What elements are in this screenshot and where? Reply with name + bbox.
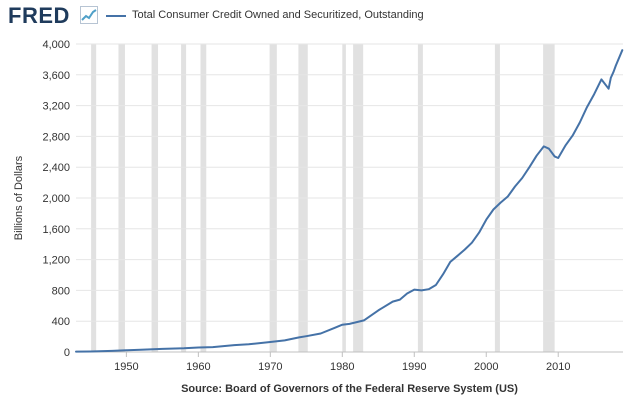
series-layer bbox=[75, 49, 624, 353]
fred-logo: FRED bbox=[8, 3, 70, 28]
x-tick-label: 2000 bbox=[474, 361, 498, 373]
y-tick-label: 3,200 bbox=[42, 101, 70, 113]
y-tick-label: 4,000 bbox=[42, 39, 70, 51]
x-tick-label: 1960 bbox=[186, 361, 210, 373]
y-tick-label: 3,600 bbox=[42, 70, 70, 82]
legend-label: Total Consumer Credit Owned and Securiti… bbox=[132, 9, 424, 21]
axes bbox=[76, 351, 623, 357]
y-tick-label: 0 bbox=[64, 347, 70, 359]
y-tick-label: 400 bbox=[52, 316, 70, 328]
x-tick-label: 1980 bbox=[330, 361, 354, 373]
y-tick-label: 2,400 bbox=[42, 162, 70, 174]
series-line bbox=[75, 49, 624, 353]
tick-labels: 0 400 800 1,200 1,600 2,000 2,400 2,800 3,200 3,6… bbox=[42, 39, 570, 373]
source-note: Source: Board of Governors of the Federa… bbox=[181, 383, 518, 395]
y-tick-label: 1,200 bbox=[42, 255, 70, 267]
x-tick-label: 1990 bbox=[402, 361, 426, 373]
y-tick-label: 2,800 bbox=[42, 131, 70, 143]
fred-graph-icon bbox=[80, 6, 98, 24]
y-tick-label: 2,000 bbox=[42, 193, 70, 205]
legend-swatch bbox=[106, 15, 126, 17]
x-tick-label: 1970 bbox=[258, 361, 282, 373]
y-axis-title: Billions of Dollars bbox=[13, 155, 25, 240]
x-tick-label: 1950 bbox=[114, 361, 138, 373]
chart-header: FRED Total Consumer Credit Owned and Sec… bbox=[0, 0, 640, 34]
y-tick-label: 1,600 bbox=[42, 224, 70, 236]
y-tick-label: 800 bbox=[52, 285, 70, 297]
x-tick-label: 2010 bbox=[546, 361, 570, 373]
